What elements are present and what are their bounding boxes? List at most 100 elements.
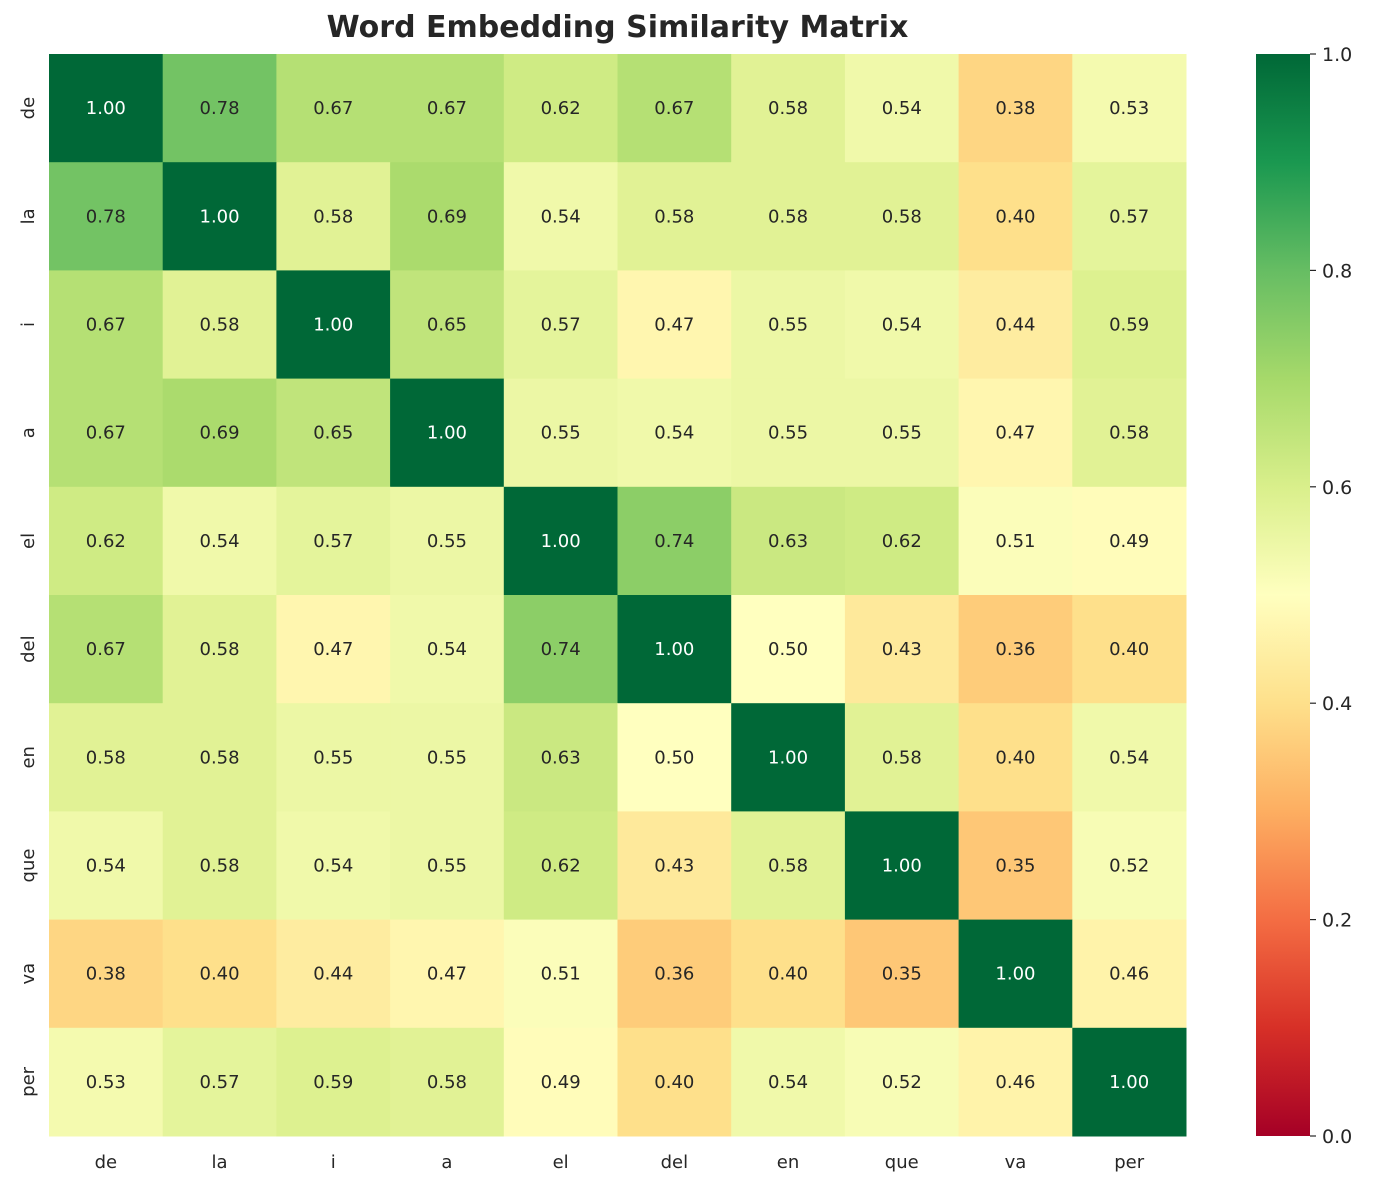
heatmap-cell: [162, 486, 277, 596]
x-tick-label: que: [885, 1152, 919, 1173]
x-tick-label: a: [441, 1152, 452, 1173]
heatmap-cell: [1072, 811, 1187, 921]
heatmap-cell: [844, 162, 960, 271]
colorbar-tick-label: 0.6: [1322, 477, 1352, 499]
heatmap-cell: [1072, 270, 1187, 380]
y-tick-label: a: [18, 427, 39, 438]
heatmap-cell: [390, 378, 505, 488]
colorbar-tick-label: 0.4: [1322, 693, 1352, 715]
colorbar-tick-label: 1.0: [1322, 44, 1352, 66]
cell-label: 0.36: [654, 964, 694, 985]
cell-label: 0.62: [541, 98, 581, 119]
heatmap-cell: [390, 1027, 505, 1137]
heatmap-cell: [844, 919, 960, 1029]
heatmap-cell: [958, 54, 1073, 163]
cell-label: 0.78: [86, 206, 126, 227]
heatmap-cell: [390, 270, 505, 380]
cell-label: 0.47: [654, 315, 694, 336]
cell-label: 0.74: [654, 531, 694, 552]
heatmap-cell: [276, 378, 391, 488]
heatmap-cell: [731, 54, 846, 163]
x-tick-label: per: [1114, 1152, 1145, 1173]
y-tick-label: la: [18, 208, 39, 224]
heatmap-cell: [503, 270, 618, 380]
heatmap-cell: [844, 703, 960, 812]
cell-label: 0.67: [427, 98, 467, 119]
cell-label: 0.55: [427, 531, 467, 552]
x-tick-label: la: [212, 1152, 228, 1173]
heatmap-cell: [162, 595, 277, 704]
heatmap-cell: [276, 162, 391, 271]
cell-label: 0.54: [882, 315, 922, 336]
heatmap-cell: [844, 1027, 960, 1137]
heatmap-cell: [49, 54, 164, 163]
heatmap-cell: [617, 811, 732, 921]
heatmap-cell: [49, 486, 164, 596]
y-tick-label: de: [18, 97, 39, 120]
heatmap-cell: [49, 378, 164, 488]
cell-label: 0.62: [86, 531, 126, 552]
heatmap-cell: [49, 162, 164, 271]
cell-label: 0.58: [1109, 423, 1149, 444]
cell-label: 0.40: [1109, 639, 1149, 660]
heatmap-cell: [49, 270, 164, 380]
colorbar-tick-label: 0.0: [1322, 1126, 1352, 1148]
cell-label: 0.62: [541, 856, 581, 877]
heatmap-cell: [390, 486, 505, 596]
heatmap-cell: [844, 486, 960, 596]
heatmap-cell: [503, 54, 618, 163]
cell-label: 0.58: [768, 98, 808, 119]
heatmap-cell: [958, 595, 1073, 704]
cell-label: 0.67: [313, 98, 353, 119]
x-tick-label: va: [1005, 1152, 1027, 1173]
cell-label: 0.67: [86, 423, 126, 444]
heatmap-cell: [503, 486, 618, 596]
colorbar-tick-label: 0.2: [1322, 910, 1352, 932]
cell-label: 0.67: [86, 315, 126, 336]
cell-label: 1.00: [427, 423, 467, 444]
heatmap-cell: [276, 703, 391, 812]
heatmap-cell: [844, 270, 960, 380]
cell-label: 0.54: [882, 98, 922, 119]
cell-label: 0.63: [768, 531, 808, 552]
heatmap-cell: [958, 703, 1073, 812]
cell-label: 0.49: [541, 1072, 581, 1093]
cell-label: 0.58: [200, 747, 240, 768]
cell-label: 1.00: [313, 315, 353, 336]
heatmap-cell: [162, 270, 277, 380]
heatmap-cell: [1072, 1027, 1187, 1137]
cell-label: 1.00: [995, 964, 1035, 985]
cell-label: 0.40: [995, 747, 1035, 768]
y-tick-label: el: [18, 533, 39, 549]
cell-label: 0.47: [995, 423, 1035, 444]
cell-label: 0.46: [995, 1072, 1035, 1093]
cell-label: 0.58: [768, 206, 808, 227]
cell-label: 0.54: [1109, 747, 1149, 768]
cell-label: 0.59: [313, 1072, 353, 1093]
cell-label: 0.57: [313, 531, 353, 552]
heatmap-cell: [958, 811, 1073, 921]
heatmap-cell: [958, 486, 1073, 596]
cell-label: 0.54: [200, 531, 240, 552]
x-tick-label: del: [661, 1152, 689, 1173]
cell-label: 0.65: [427, 315, 467, 336]
cell-label: 0.53: [1109, 98, 1149, 119]
y-tick-label: per: [18, 1066, 39, 1097]
heatmap-cell: [49, 595, 164, 704]
heatmap-cell: [844, 811, 960, 921]
cell-label: 0.40: [654, 1072, 694, 1093]
y-tick-label: del: [18, 635, 39, 663]
cell-label: 1.00: [768, 747, 808, 768]
heatmap-cell: [731, 703, 846, 812]
heatmap-cell: [162, 378, 277, 488]
cell-label: 1.00: [1109, 1072, 1149, 1093]
heatmap-cell: [617, 919, 732, 1029]
x-tick-label: en: [777, 1152, 799, 1173]
heatmap-cell: [617, 703, 732, 812]
cell-label: 0.52: [1109, 856, 1149, 877]
heatmap-cell: [503, 919, 618, 1029]
cell-label: 0.58: [86, 747, 126, 768]
cell-label: 0.54: [768, 1072, 808, 1093]
cell-label: 0.78: [200, 98, 240, 119]
heatmap-cell: [503, 595, 618, 704]
